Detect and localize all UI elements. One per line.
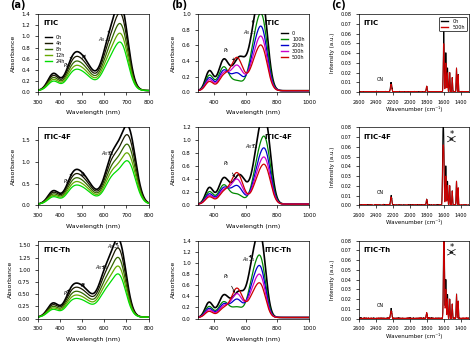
Text: ITIC-Th: ITIC-Th <box>44 247 71 253</box>
Legend: 0h, 500h: 0h, 500h <box>439 17 467 32</box>
Y-axis label: Absorbance: Absorbance <box>171 35 176 72</box>
Text: $P_1$: $P_1$ <box>81 53 88 62</box>
Text: $P_2$: $P_2$ <box>223 272 235 292</box>
Text: ITIC: ITIC <box>264 21 280 27</box>
Text: $A_{0-0}$: $A_{0-0}$ <box>0 353 1 354</box>
Text: *: * <box>449 130 454 139</box>
Text: (b): (b) <box>171 0 187 10</box>
Text: $A_{0-1}$: $A_{0-1}$ <box>242 255 255 264</box>
Text: ITIC: ITIC <box>44 21 59 27</box>
Text: CN: CN <box>376 303 383 308</box>
Text: ITIC-4F: ITIC-4F <box>363 133 391 139</box>
Y-axis label: Absorbance: Absorbance <box>11 35 16 72</box>
Text: $P_2$: $P_2$ <box>64 173 72 187</box>
Text: $A_{0-1}$: $A_{0-1}$ <box>101 149 115 158</box>
Text: $P_1$: $P_1$ <box>80 281 87 290</box>
Text: ITIC: ITIC <box>363 21 378 27</box>
Text: ITIC-Th: ITIC-Th <box>363 247 390 253</box>
Text: (c): (c) <box>331 0 346 10</box>
Text: $A_{0-0}$: $A_{0-0}$ <box>0 353 1 354</box>
Y-axis label: Intensity (a.u.): Intensity (a.u.) <box>329 33 335 73</box>
Y-axis label: Intensity (a.u.): Intensity (a.u.) <box>329 146 335 187</box>
X-axis label: Wavelength (nm): Wavelength (nm) <box>66 337 120 342</box>
Text: $A_{0-1}$: $A_{0-1}$ <box>95 263 109 272</box>
Text: $P_1$: $P_1$ <box>80 170 87 179</box>
X-axis label: Wavelength (nm): Wavelength (nm) <box>66 110 120 115</box>
Text: $A_{0-0}$: $A_{0-0}$ <box>0 353 1 354</box>
Text: *: * <box>449 243 454 252</box>
Legend: 0h, 4h, 8h, 12h, 24h: 0h, 4h, 8h, 12h, 24h <box>43 33 67 66</box>
X-axis label: Wavenumber (cm⁻¹): Wavenumber (cm⁻¹) <box>386 219 442 225</box>
Text: $P_2$: $P_2$ <box>63 289 70 298</box>
Text: $A_{0-0}$: $A_{0-0}$ <box>0 353 1 354</box>
Text: $P_2$: $P_2$ <box>223 46 234 60</box>
Y-axis label: Absorbance: Absorbance <box>8 261 12 298</box>
X-axis label: Wavelength (nm): Wavelength (nm) <box>66 224 120 229</box>
Text: *: * <box>449 17 454 25</box>
Text: CN: CN <box>376 190 383 195</box>
Text: (a): (a) <box>10 0 26 10</box>
Text: CN: CN <box>376 76 383 81</box>
Text: $A_{0-1}$: $A_{0-1}$ <box>99 30 112 44</box>
Text: $A_{0-0}$: $A_{0-0}$ <box>0 353 1 354</box>
Legend: 0, 100h, 200h, 300h, 500h: 0, 100h, 200h, 300h, 500h <box>279 29 307 62</box>
Text: ITIC-4F: ITIC-4F <box>44 133 71 139</box>
Y-axis label: Absorbance: Absorbance <box>11 148 16 185</box>
Text: $A_{0-0}$: $A_{0-0}$ <box>107 242 121 251</box>
X-axis label: Wavelength (nm): Wavelength (nm) <box>227 110 281 115</box>
X-axis label: Wavelength (nm): Wavelength (nm) <box>227 337 281 342</box>
Text: ITIC-Th: ITIC-Th <box>264 247 292 253</box>
Y-axis label: Intensity (a.u.): Intensity (a.u.) <box>329 259 335 300</box>
Text: $P_2$: $P_2$ <box>64 56 72 70</box>
Y-axis label: Absorbance: Absorbance <box>171 261 176 298</box>
Text: $P_2$: $P_2$ <box>223 159 235 177</box>
Text: $A_{0-1}$: $A_{0-1}$ <box>246 142 259 150</box>
Y-axis label: Absorbance: Absorbance <box>171 148 176 185</box>
X-axis label: Wavenumber (cm⁻¹): Wavenumber (cm⁻¹) <box>386 106 442 112</box>
Text: $A_{0-1}$: $A_{0-1}$ <box>243 20 257 38</box>
X-axis label: Wavenumber (cm⁻¹): Wavenumber (cm⁻¹) <box>386 333 442 339</box>
Text: ITIC-4F: ITIC-4F <box>264 133 292 139</box>
X-axis label: Wavelength (nm): Wavelength (nm) <box>227 224 281 229</box>
